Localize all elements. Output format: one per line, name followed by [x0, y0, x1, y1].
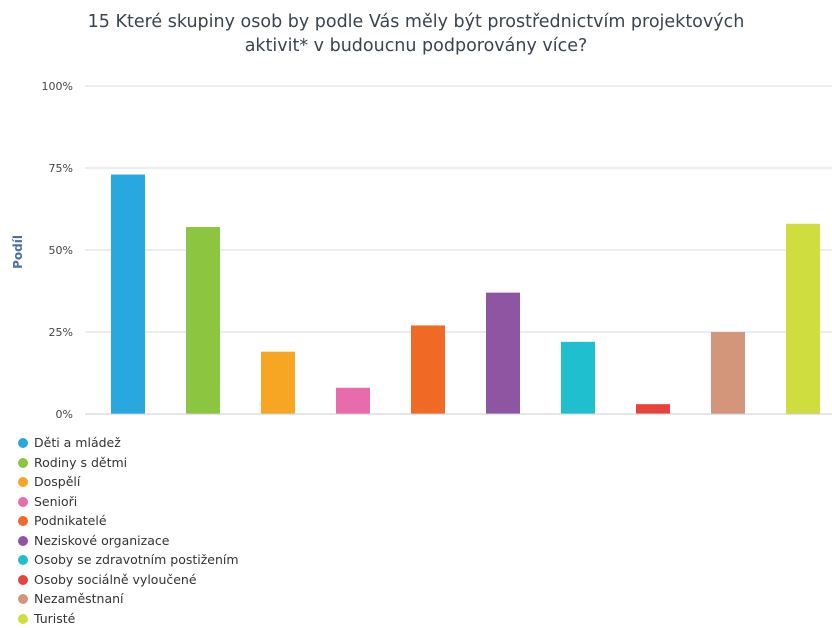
y-axis-label: Podíl	[11, 235, 25, 269]
legend-item: Děti a mládež	[18, 433, 239, 453]
y-tick-label: 50%	[49, 244, 73, 257]
legend-item: Rodiny s dětmi	[18, 453, 239, 473]
chart-title: 15 Které skupiny osob by podle Vás měly …	[0, 10, 832, 58]
bar	[636, 404, 670, 414]
chart-title-line-1: 15 Které skupiny osob by podle Vás měly …	[87, 12, 745, 32]
legend-swatch	[18, 438, 28, 448]
legend-item: Turisté	[18, 609, 239, 628]
legend-swatch	[18, 516, 28, 526]
legend-swatch	[18, 496, 28, 507]
legend-swatch	[18, 613, 28, 624]
legend-label: Turisté	[34, 610, 76, 626]
legend-label: Senioři	[34, 493, 78, 509]
y-tick-label: 75%	[49, 162, 73, 175]
legend-label: Dospělí	[34, 474, 81, 489]
legend-item: Dospělí	[18, 472, 239, 492]
legend-item: Senioři	[18, 492, 239, 512]
legend-swatch	[18, 555, 28, 565]
legend-swatch	[18, 535, 28, 546]
legend-swatch	[18, 594, 28, 604]
legend-label: Osoby se zdravotním postižením	[34, 552, 239, 567]
legend-swatch	[18, 457, 28, 468]
legend-item: Osoby se zdravotním postižením	[18, 550, 239, 570]
legend-item: Neziskové organizace	[18, 531, 239, 551]
bars	[111, 174, 820, 414]
legend-label: Děti a mládež	[34, 435, 121, 450]
bar	[786, 223, 820, 414]
bar	[561, 341, 595, 414]
chart-title-line-2: aktivit* v budoucnu podporovány více?	[244, 36, 588, 56]
y-tick-label: 0%	[56, 408, 73, 421]
bar	[261, 351, 295, 414]
legend-label: Osoby sociálně vyloučené	[34, 571, 197, 587]
bar	[111, 174, 145, 414]
bar	[711, 332, 745, 414]
bar	[486, 292, 520, 414]
legend-item: Osoby sociálně vyloučené	[18, 570, 239, 590]
bar	[186, 227, 220, 414]
legend: Děti a mládež Rodiny s dětmi Dospělí Senioř…	[18, 433, 239, 628]
bar	[336, 387, 370, 414]
legend-item: Nezaměstnaní	[18, 589, 239, 609]
legend-swatch	[18, 574, 28, 585]
y-tick-label: 100%	[42, 80, 73, 93]
legend-swatch	[18, 477, 28, 487]
bar	[411, 325, 445, 414]
legend-label: Podnikatelé	[34, 513, 107, 528]
legend-label: Rodiny s dětmi	[34, 454, 128, 470]
legend-label: Neziskové organizace	[34, 532, 170, 548]
legend-label: Nezaměstnaní	[34, 591, 124, 606]
legend-item: Podnikatelé	[18, 511, 239, 531]
bar-chart: 0% 25% 50% 75% 100% Podíl	[11, 80, 832, 421]
y-tick-label: 25%	[49, 326, 73, 339]
y-axis-ticks: 0% 25% 50% 75% 100%	[42, 80, 73, 421]
